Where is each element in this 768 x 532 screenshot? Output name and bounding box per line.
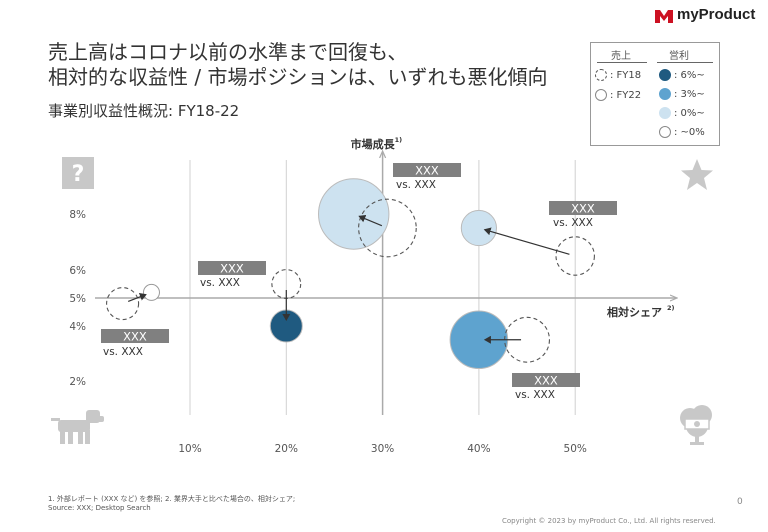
footnotes: 1. 外部レポート (XXX など) を参照; 2. 業界大手と比べた場合の、相… (48, 495, 295, 513)
solid-circle-icon (595, 89, 607, 101)
legend-sales-fy22: : FY22 (595, 89, 641, 101)
legend-sales-fy18: : FY18 (595, 69, 641, 81)
x-tick-label: 20% (275, 443, 298, 455)
bubble-fy18 (555, 236, 595, 276)
x-tick-label: 40% (467, 443, 490, 455)
bubble-fy18 (504, 316, 550, 363)
move-arrow (127, 293, 147, 302)
title-line-2: 相対的な収益性 / 市場ポジションは、いずれも悪化傾向 (48, 65, 548, 89)
bubble-fy22 (142, 283, 160, 301)
business-sublabel: vs. XXX (200, 277, 240, 289)
legend-label: : 6%~ (674, 69, 705, 81)
legend-sales-header: 売上 (611, 51, 631, 62)
y-tick-label: 6% (69, 265, 86, 277)
move-arrow (358, 214, 383, 227)
y-axis-title: 市場成長 (351, 137, 396, 151)
page-subtitle: 事業別収益性概況: FY18-22 (48, 102, 240, 120)
legend-label: : FY18 (610, 69, 642, 81)
page-number: 0 (737, 497, 743, 507)
legend: 売上 営利 : FY18 : FY22 : 6%~ : 3%~ : 0%~ : … (590, 42, 720, 146)
profit-swatch-icon (659, 126, 671, 138)
brand-name: myProduct (677, 6, 756, 23)
legend-label: : FY22 (610, 89, 642, 101)
bubble-fy18 (106, 287, 140, 321)
y-tick-label: 4% (69, 321, 86, 333)
business-label: XXX (534, 374, 558, 388)
y-tick-label: 8% (69, 209, 86, 221)
profit-swatch-icon (659, 88, 671, 100)
legend-label: : 3%~ (674, 88, 705, 100)
business-label-box (393, 163, 461, 177)
legend-profit-6: : 6%~ (659, 69, 705, 81)
axes: 10% 20% 30% 40% 50% 2% 4% 5% 6% 8% 市場成長 1) 相対シェア 2) (69, 136, 676, 455)
business-label-box (512, 373, 580, 387)
footnote-line: Source: XXX; Desktop Search (48, 504, 151, 512)
question-mark-icon: ? (62, 157, 94, 193)
business-label: XXX (123, 330, 147, 344)
x-axis-title-sup: 2) (667, 304, 675, 312)
copyright: Copyright © 2023 by myProduct Co., Ltd. … (502, 517, 716, 525)
svg-text:?: ? (72, 162, 85, 187)
business-label-box (198, 261, 266, 275)
cash-cow-icon (676, 404, 718, 450)
business-sublabel: vs. XXX (515, 389, 555, 401)
title-line-1: 売上高はコロナ以前の水準まで回復も、 (48, 40, 408, 64)
legend-label: : ~0% (674, 126, 705, 138)
business-sublabel: vs. XXX (396, 179, 436, 191)
bubbles (106, 178, 595, 370)
business-label: XXX (415, 164, 439, 178)
legend-profit-0: : 0%~ (659, 107, 705, 119)
x-axis-title: 相対シェア (607, 305, 662, 319)
x-tick-label: 10% (178, 443, 201, 455)
business-sublabel: vs. XXX (103, 346, 143, 358)
profit-swatch-icon (659, 69, 671, 81)
footnote-line: 1. 外部レポート (XXX など) を参照; 2. 業界大手と比べた場合の、相… (48, 495, 296, 503)
legend-divider (597, 62, 647, 63)
bubble-fy22 (318, 178, 390, 250)
move-arrow (483, 227, 570, 255)
y-tick-label: 5% (69, 293, 86, 305)
page-title: 売上高はコロナ以前の水準まで回復も、 相対的な収益性 / 市場ポジションは、いず… (48, 40, 547, 90)
business-label-box (549, 201, 617, 215)
bubble-fy22 (460, 209, 497, 247)
profit-swatch-icon (659, 107, 671, 119)
x-tick-label: 30% (371, 443, 394, 455)
legend-profit-3: : 3%~ (659, 88, 705, 100)
brand-logo: myProduct (655, 6, 755, 23)
business-sublabel: vs. XXX (553, 217, 593, 229)
dog-icon (50, 408, 106, 450)
x-tick-label: 50% (564, 443, 587, 455)
business-label: XXX (571, 202, 595, 216)
y-axis-title-sup: 1) (395, 136, 403, 144)
star-icon (679, 157, 715, 197)
dashed-circle-icon (595, 69, 607, 81)
legend-profit-header: 営利 (669, 51, 689, 62)
brand-mark-icon (655, 8, 673, 23)
business-label-box (101, 329, 169, 343)
business-label: XXX (220, 262, 244, 276)
legend-label: : 0%~ (674, 107, 705, 119)
y-tick-label: 2% (69, 376, 86, 388)
legend-divider (657, 62, 713, 63)
legend-profit-neg: : ~0% (659, 126, 705, 138)
bubble-fy18 (358, 198, 417, 258)
